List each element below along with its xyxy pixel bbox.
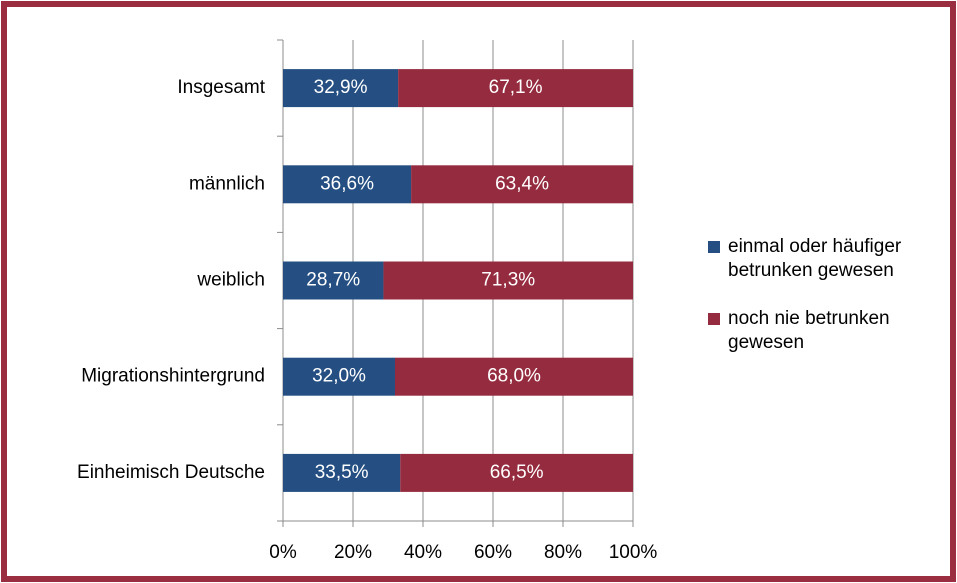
bar-segment	[395, 357, 633, 396]
value-label: 36,6%	[320, 173, 374, 194]
x-tick-label: 40%	[404, 542, 442, 563]
bar-segment	[283, 261, 384, 300]
bar-segment	[283, 453, 401, 492]
value-label: 71,3%	[481, 270, 535, 291]
value-label: 66,5%	[490, 462, 544, 483]
bar-segment	[383, 261, 633, 300]
value-label: 68,0%	[487, 366, 541, 387]
value-label: 32,0%	[312, 366, 366, 387]
bar-segment	[400, 453, 633, 492]
legend-swatch	[708, 313, 720, 325]
value-label: 28,7%	[306, 270, 360, 291]
x-tick-label: 100%	[609, 542, 658, 563]
bar-segment	[411, 165, 633, 204]
value-label: 33,5%	[315, 462, 369, 483]
bar-segment	[283, 69, 399, 108]
value-label: 32,9%	[314, 77, 368, 98]
bar-segment	[283, 165, 412, 204]
bar-segment	[398, 69, 633, 108]
legend-swatch	[708, 241, 720, 253]
y-tick-label: männlich	[189, 173, 265, 194]
x-tick-label: 60%	[474, 542, 512, 563]
y-tick-label: Migrationshintergrund	[81, 366, 265, 387]
legend-label: einmal oder häufiger betrunken gewesen	[728, 236, 902, 281]
y-tick-label: Insgesamt	[177, 77, 265, 98]
legend-label: noch nie betrunken gewesen	[728, 308, 890, 353]
value-label: 63,4%	[495, 173, 549, 194]
bar-segment	[283, 357, 395, 396]
x-tick-label: 20%	[334, 542, 372, 563]
y-tick-label: weiblich	[196, 270, 265, 291]
x-tick-label: 80%	[544, 542, 582, 563]
y-tick-label: Einheimisch Deutsche	[77, 462, 265, 483]
value-label: 67,1%	[489, 77, 543, 98]
x-tick-label: 0%	[269, 542, 297, 563]
